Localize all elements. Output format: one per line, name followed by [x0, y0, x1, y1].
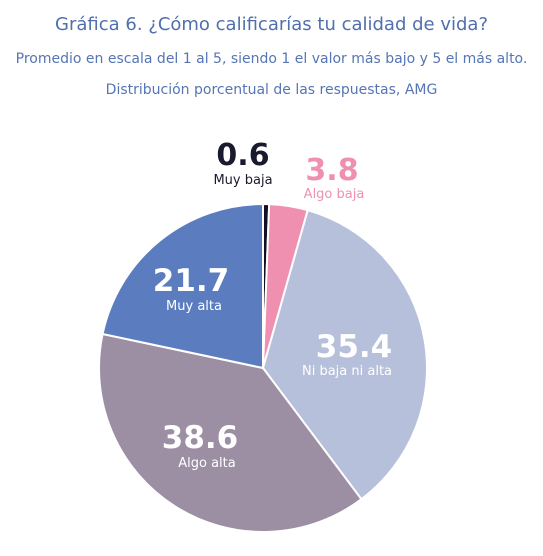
pie-slice-algo-alta: [98, 332, 363, 533]
data-label-category-algo-alta: Algo alta: [178, 456, 235, 471]
data-label-value-algo-baja: 3.8: [305, 153, 358, 188]
data-label-value-muy-baja: 0.6: [216, 138, 269, 173]
chart-title: Gráfica 6. ¿Cómo calificarías tu calidad…: [55, 14, 488, 35]
data-label-category-algo-baja: Algo baja: [304, 187, 365, 202]
pie-slice-muy-alta: [101, 202, 264, 370]
pie-slice-ni-baja-ni-alta: [261, 208, 428, 501]
chart-subtitle: Promedio en escala del 1 al 5, siendo 1 …: [15, 51, 528, 67]
data-label-category-muy-alta: Muy alta: [166, 299, 222, 314]
data-label-value-algo-alta: 38.6: [162, 420, 239, 456]
data-label-value-ni-baja-ni-alta: 35.4: [316, 329, 393, 365]
data-label-category-muy-baja: Muy baja: [213, 173, 272, 188]
data-label-value-muy-alta: 21.7: [153, 263, 230, 299]
data-label-category-ni-baja-ni-alta: Ni baja ni alta: [302, 364, 392, 379]
chart-subtitle-distribution: Distribución porcentual de las respuesta…: [105, 82, 438, 98]
